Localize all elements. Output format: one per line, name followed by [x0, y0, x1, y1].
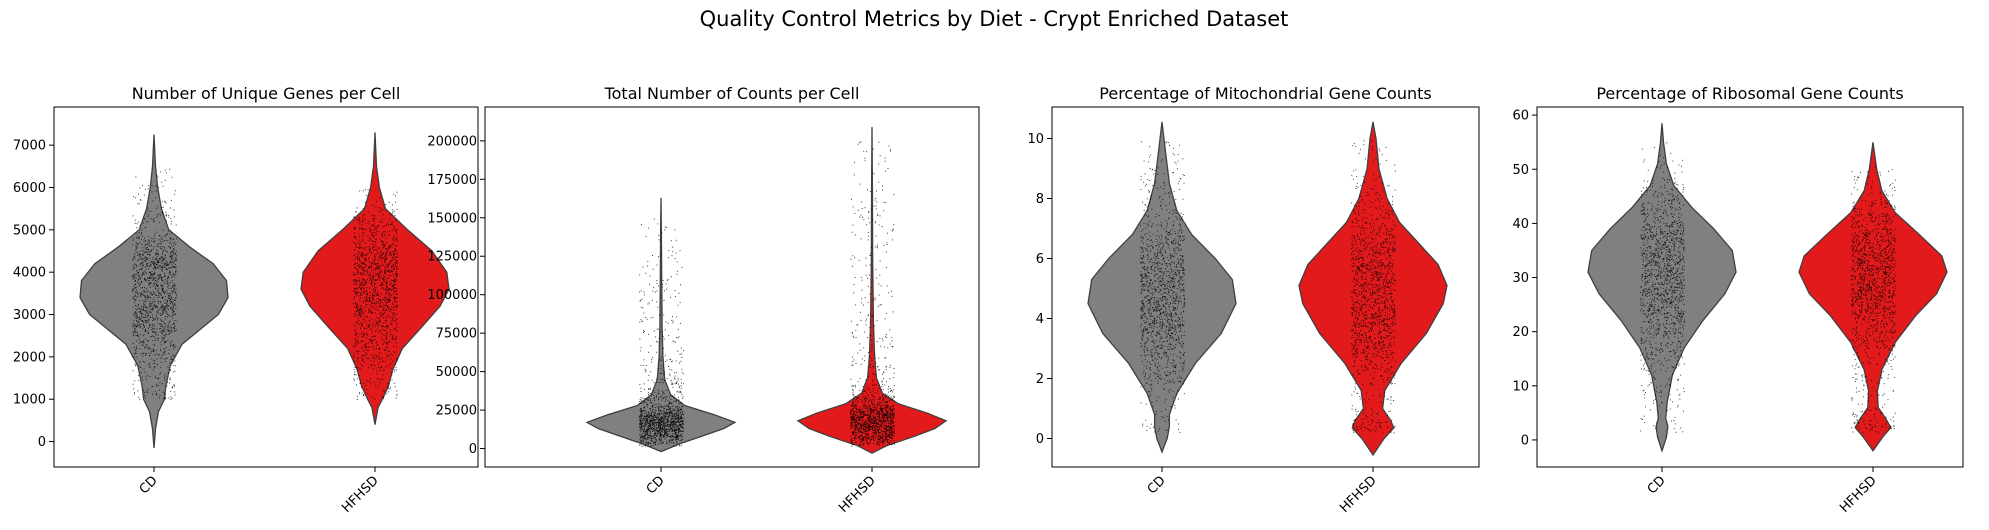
points-hfhsd [1351, 140, 1396, 434]
panel-title: Percentage of Mitochondrial Gene Counts [1099, 84, 1431, 103]
y-tick-label: 0 [38, 435, 46, 450]
violin-cd [585, 197, 737, 453]
x-tick-label: CD [644, 473, 668, 497]
plot-frame [484, 106, 980, 468]
panels: Number of Unique Genes per Cell010002000… [13, 84, 1964, 516]
x-tick-label: HFHSD [836, 473, 879, 516]
violin-hfhsd [796, 126, 948, 454]
y-tick-label: 3000 [13, 308, 46, 323]
panel-title: Percentage of Ribosomal Gene Counts [1596, 84, 1903, 103]
figure-title: Quality Control Metrics by Diet - Crypt … [700, 7, 1289, 31]
y-tick-label: 6000 [13, 181, 46, 196]
y-tick-label: 150000 [427, 211, 477, 226]
x-tick-label: CD [1645, 473, 1669, 497]
points-hfhsd [850, 141, 895, 448]
panel-4: Percentage of Ribosomal Gene Counts 0 10 20… [1512, 84, 1964, 516]
x-tick-label: HFHSD [1837, 473, 1880, 516]
panel-3: Percentage of Mitochondrial Gene Counts 0… [1027, 84, 1480, 516]
y-tick-label: 175000 [427, 173, 477, 188]
y-tick-label: 20 [1512, 325, 1529, 340]
points-cd [1140, 141, 1185, 433]
y-tick-label: 4000 [13, 266, 46, 281]
panel-1: Number of Unique Genes per Cell 0 1000 2000… [13, 84, 479, 516]
plot-frame [1051, 106, 1480, 468]
panel-title: Number of Unique Genes per Cell [132, 84, 401, 103]
points-hfhsd [353, 189, 398, 400]
y-tick-label: 125000 [427, 250, 477, 265]
y-tick-label: 30 [1512, 271, 1529, 286]
panel-title: Total Number of Counts per Cell [604, 84, 860, 103]
violin-cd [1087, 121, 1237, 454]
y-tick-label: 10 [1512, 379, 1529, 394]
y-tick-label: 1000 [13, 393, 46, 408]
y-tick-label: 60 [1512, 109, 1529, 124]
x-tick-label: CD [137, 473, 161, 497]
y-tick-label: 8 [1036, 192, 1044, 207]
points-cd [639, 218, 684, 448]
y-tick-label: 7000 [13, 139, 46, 154]
y-tick-label: 2000 [13, 350, 46, 365]
plot-frame [53, 106, 479, 468]
x-tick-label: HFHSD [339, 473, 382, 516]
x-tick-label: CD [1145, 473, 1169, 497]
y-tick-label: 50 [1512, 163, 1529, 178]
y-tick-label: 5000 [13, 223, 46, 238]
y-tick-label: 200000 [427, 134, 477, 149]
y-tick-label: 2 [1036, 372, 1044, 387]
y-tick-label: 4 [1036, 312, 1044, 327]
plot-frame [1536, 106, 1964, 468]
y-tick-label: 100000 [427, 288, 477, 303]
y-tick-label: 40 [1512, 217, 1529, 232]
y-tick-label: 50000 [436, 365, 477, 380]
violin-hfhsd [300, 132, 450, 425]
y-tick-label: 75000 [436, 327, 477, 342]
violin-hfhsd [1298, 121, 1448, 457]
y-tick-label: 0 [1036, 432, 1044, 447]
points-hfhsd [1851, 166, 1896, 433]
points-cd [132, 168, 177, 401]
y-tick-label: 6 [1036, 252, 1044, 267]
y-tick-label: 0 [1521, 433, 1529, 448]
violin-cd [79, 134, 229, 448]
points-cd [1640, 142, 1685, 433]
x-tick-label: HFHSD [1337, 473, 1380, 516]
y-tick-label: 0 [469, 442, 477, 457]
panel-2: Total Number of Counts per Cell 0 25000 500… [427, 84, 980, 516]
violin-hfhsd [1798, 142, 1948, 452]
y-tick-label: 25000 [436, 404, 477, 419]
violin-cd [1587, 123, 1737, 453]
y-tick-label: 10 [1027, 132, 1044, 147]
